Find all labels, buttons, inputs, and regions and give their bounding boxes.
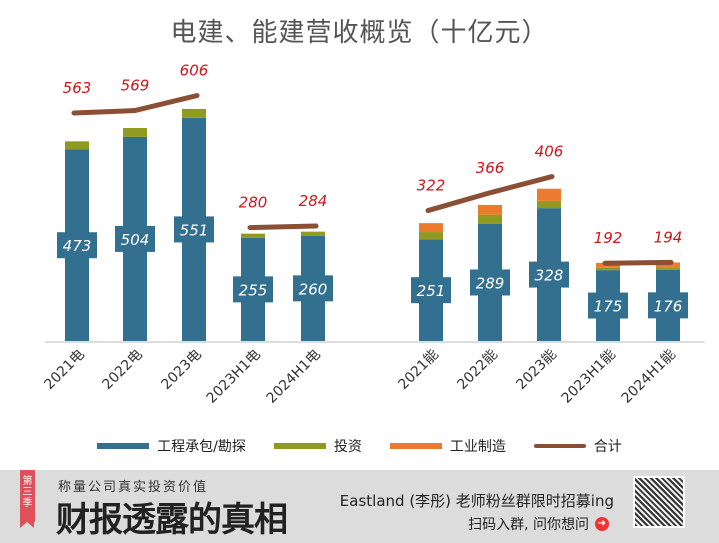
x-tick-label: 2024H1电 xyxy=(264,347,324,407)
legend-swatch xyxy=(97,443,150,449)
bar-segment xyxy=(419,232,443,240)
bar-segment xyxy=(123,127,147,137)
banner-subtitle: 称量公司真实投资价值 xyxy=(58,480,209,495)
value-label: 328 xyxy=(535,267,564,285)
total-line xyxy=(602,259,674,266)
legend-item: 合计 xyxy=(533,436,622,456)
total-line xyxy=(247,223,319,231)
x-tick-label: 2024H1能 xyxy=(619,347,679,407)
x-tick-label: 2022电 xyxy=(99,347,145,393)
value-label: 260 xyxy=(299,280,328,298)
value-label-box xyxy=(57,232,97,259)
total-label: 563 xyxy=(63,79,92,97)
arrow-right-icon: ➜ xyxy=(595,517,609,531)
scan-cta[interactable]: 扫码入群, 问你想问 ➜ xyxy=(468,514,609,534)
bar-segment xyxy=(65,141,89,150)
total-label: 192 xyxy=(594,229,623,247)
chart-title: 电建、能建营收概览（十亿元） xyxy=(170,18,549,48)
x-tick-label: 2023H1能 xyxy=(559,347,619,407)
bar-segment xyxy=(478,204,502,215)
legend-item: 投资 xyxy=(273,436,362,456)
bar-segment xyxy=(419,223,443,233)
bar-segment xyxy=(182,108,206,118)
value-label: 175 xyxy=(594,298,623,316)
legend-label: 合计 xyxy=(593,439,622,455)
total-label: 406 xyxy=(535,143,564,161)
legend: 工程承包/勘探 投资 工业制造 合计 xyxy=(0,436,719,456)
legend-swatch xyxy=(273,443,326,449)
value-label: 289 xyxy=(476,274,505,292)
season-tag: 第三季 xyxy=(20,470,35,528)
value-label-box xyxy=(115,225,155,252)
value-label-box xyxy=(470,269,510,296)
total-label: 366 xyxy=(476,159,505,177)
footer-banner[interactable]: 第三季 称量公司真实投资价值 财报透露的真相 Eastland (李彤) 老师粉… xyxy=(0,470,719,543)
value-label: 473 xyxy=(63,237,92,255)
total-label: 284 xyxy=(299,192,328,210)
scan-text: 扫码入群, 问你想问 xyxy=(468,517,589,533)
value-label: 551 xyxy=(180,221,209,239)
x-tick-label: 2023H1电 xyxy=(204,347,264,407)
legend-swatch xyxy=(389,443,442,449)
legend-item: 工程承包/勘探 xyxy=(97,436,246,456)
total-label: 606 xyxy=(180,62,209,80)
x-tick-label: 2021电 xyxy=(41,347,87,393)
value-label-box xyxy=(588,292,628,319)
x-tick-label: 2023电 xyxy=(158,347,204,393)
qr-code-icon[interactable] xyxy=(633,476,685,528)
total-line xyxy=(71,93,200,116)
x-tick-label: 2023能 xyxy=(513,347,559,393)
x-tick-label: 2021能 xyxy=(395,347,441,393)
x-tick-label: 2022能 xyxy=(454,347,500,393)
bar-segment xyxy=(656,267,680,270)
legend-item: 工业制造 xyxy=(389,436,506,456)
value-label-box xyxy=(233,276,273,303)
value-label-box xyxy=(174,216,214,243)
promo-text: Eastland (李彤) 老师粉丝群限时招募ing xyxy=(339,492,614,510)
value-label-box xyxy=(529,261,569,288)
legend-label: 工业制造 xyxy=(449,439,506,455)
bar-segment xyxy=(301,231,325,236)
value-label-box xyxy=(648,292,688,319)
bar-segment xyxy=(537,188,561,201)
value-label: 251 xyxy=(417,282,446,300)
total-label: 569 xyxy=(121,77,150,95)
bar-segment xyxy=(478,214,502,224)
value-label-box xyxy=(293,275,333,302)
value-label: 255 xyxy=(239,281,268,299)
legend-label: 工程承包/勘探 xyxy=(157,439,246,455)
legend-swatch xyxy=(533,444,586,448)
total-line xyxy=(425,174,555,214)
bar-segment xyxy=(596,267,620,271)
banner-brand: 财报透露的真相 xyxy=(56,500,288,540)
value-label-box xyxy=(411,277,451,304)
value-label: 176 xyxy=(654,297,683,315)
chart-plot: 473 2021电 504 2022电 551 2023电 255 2023H1电 260 202… xyxy=(41,62,705,407)
value-label: 504 xyxy=(121,231,150,249)
total-label: 322 xyxy=(417,177,446,195)
bar-segment xyxy=(241,233,265,238)
legend-label: 投资 xyxy=(333,439,362,455)
bar-segment xyxy=(537,200,561,209)
total-label: 280 xyxy=(239,194,268,212)
total-label: 194 xyxy=(654,228,683,246)
